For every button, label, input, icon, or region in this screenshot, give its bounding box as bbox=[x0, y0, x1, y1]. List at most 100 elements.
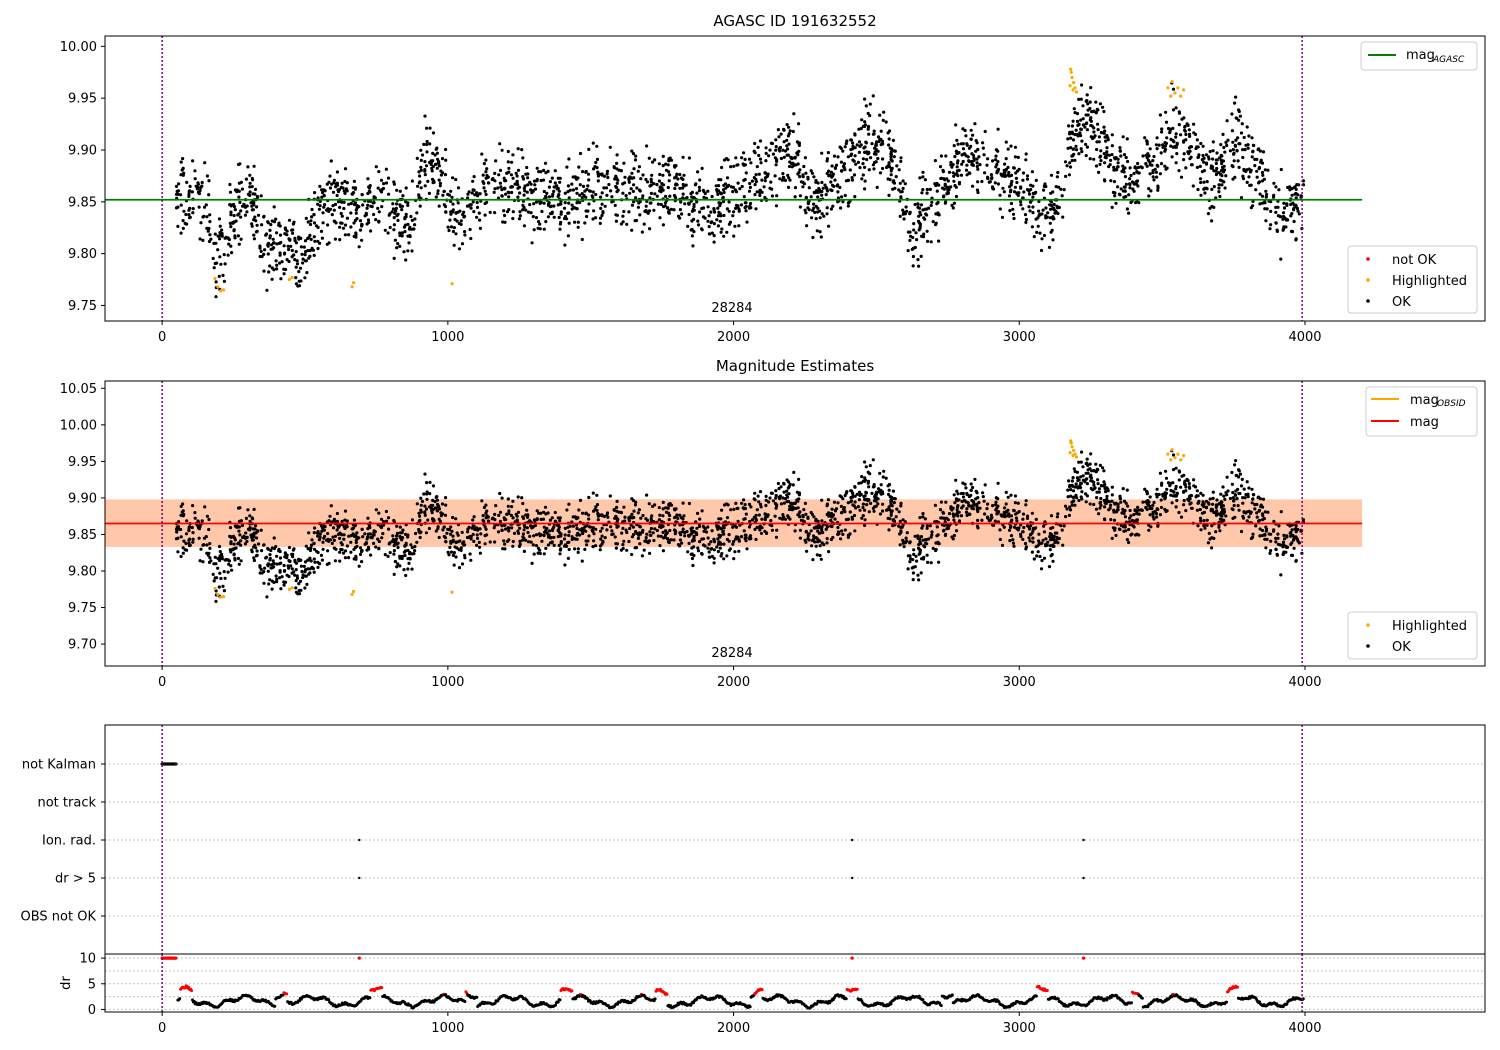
ok-point bbox=[542, 525, 546, 529]
ok-point bbox=[533, 523, 538, 528]
ok-point bbox=[193, 510, 197, 515]
ok-point bbox=[981, 141, 985, 145]
ok-point bbox=[581, 184, 586, 188]
ok-point bbox=[778, 177, 782, 181]
ok-point bbox=[1199, 491, 1203, 495]
ok-point bbox=[197, 205, 201, 209]
ok-point bbox=[374, 165, 378, 169]
ok-point bbox=[632, 183, 636, 187]
ok-point bbox=[681, 155, 685, 159]
ok-point bbox=[957, 168, 961, 172]
ok-point bbox=[562, 537, 567, 541]
ok-point bbox=[776, 481, 781, 486]
ok-point bbox=[798, 175, 802, 179]
ok-point bbox=[680, 541, 684, 545]
ok-point bbox=[774, 506, 778, 510]
ok-point bbox=[463, 230, 467, 234]
ok-point bbox=[1146, 498, 1150, 503]
ok-point bbox=[488, 540, 492, 544]
ok-point bbox=[318, 184, 322, 188]
ok-point bbox=[687, 541, 691, 546]
ok-point bbox=[434, 529, 438, 533]
ok-point bbox=[786, 153, 791, 157]
ok-point bbox=[774, 489, 778, 493]
ok-point bbox=[188, 184, 192, 188]
ok-point bbox=[555, 184, 559, 188]
ok-point bbox=[1160, 127, 1164, 131]
ok-point bbox=[531, 215, 535, 219]
ok-point bbox=[252, 535, 256, 539]
ok-point bbox=[1171, 138, 1175, 143]
ok-point bbox=[333, 202, 338, 206]
ok-point bbox=[271, 241, 276, 245]
ok-point bbox=[657, 518, 662, 522]
ok-point bbox=[1096, 108, 1100, 112]
ok-point bbox=[584, 511, 588, 515]
ok-point bbox=[898, 181, 902, 185]
ok-point bbox=[644, 536, 648, 540]
ok-point bbox=[512, 531, 517, 536]
ok-point bbox=[701, 543, 706, 547]
ok-point bbox=[1230, 470, 1234, 475]
ok-point bbox=[679, 176, 684, 180]
ok-point bbox=[377, 539, 381, 544]
ok-point bbox=[407, 241, 411, 245]
ok-point bbox=[507, 509, 511, 513]
ok-point bbox=[750, 518, 755, 522]
ok-point bbox=[1109, 179, 1113, 183]
ok-point bbox=[395, 246, 399, 250]
ok-point bbox=[998, 207, 1002, 211]
ok-point bbox=[740, 184, 744, 189]
ok-point bbox=[419, 186, 423, 190]
ok-point bbox=[786, 147, 790, 151]
ok-point bbox=[1217, 525, 1221, 529]
ok-point bbox=[862, 146, 866, 150]
ok-point bbox=[1171, 126, 1175, 130]
ok-point bbox=[812, 202, 816, 206]
ok-point bbox=[1128, 508, 1132, 513]
ok-point bbox=[567, 196, 571, 200]
ok-point bbox=[768, 496, 772, 500]
ok-point bbox=[648, 196, 652, 200]
ok-point bbox=[1060, 528, 1064, 532]
ok-point bbox=[202, 205, 207, 209]
ok-point bbox=[867, 510, 871, 514]
ok-point bbox=[1031, 195, 1035, 199]
ok-point bbox=[921, 175, 925, 179]
ok-point bbox=[562, 206, 567, 210]
ok-point bbox=[1071, 147, 1075, 151]
ok-point bbox=[245, 204, 249, 208]
ok-point bbox=[640, 554, 645, 558]
ok-point bbox=[1048, 548, 1052, 552]
ok-point bbox=[868, 464, 872, 468]
ok-point bbox=[353, 201, 357, 205]
ok-point bbox=[976, 167, 980, 171]
ok-point bbox=[236, 556, 240, 561]
ok-point bbox=[613, 203, 617, 207]
ok-point bbox=[971, 153, 976, 157]
ok-point bbox=[544, 195, 548, 199]
ok-point bbox=[887, 488, 891, 492]
ok-point bbox=[529, 182, 533, 186]
ok-point bbox=[1099, 130, 1103, 135]
ok-point bbox=[701, 206, 706, 210]
ok-point bbox=[179, 173, 183, 177]
ok-point bbox=[613, 535, 617, 539]
ok-point bbox=[1110, 499, 1114, 503]
ok-point bbox=[952, 518, 956, 522]
ok-point bbox=[826, 151, 831, 155]
ok-point bbox=[1148, 172, 1152, 176]
ok-point bbox=[660, 186, 664, 190]
ok-point bbox=[944, 154, 948, 158]
ok-point bbox=[277, 221, 281, 225]
ok-point bbox=[1019, 203, 1023, 207]
ok-point bbox=[1214, 196, 1218, 200]
ok-point bbox=[1182, 158, 1186, 162]
highlighted-point bbox=[219, 289, 223, 293]
highlighted-point bbox=[1069, 67, 1073, 71]
ok-point bbox=[297, 270, 301, 274]
ok-point bbox=[398, 231, 402, 235]
ok-point bbox=[366, 535, 370, 539]
ok-point bbox=[331, 190, 336, 194]
highlighted-point bbox=[1068, 84, 1072, 88]
